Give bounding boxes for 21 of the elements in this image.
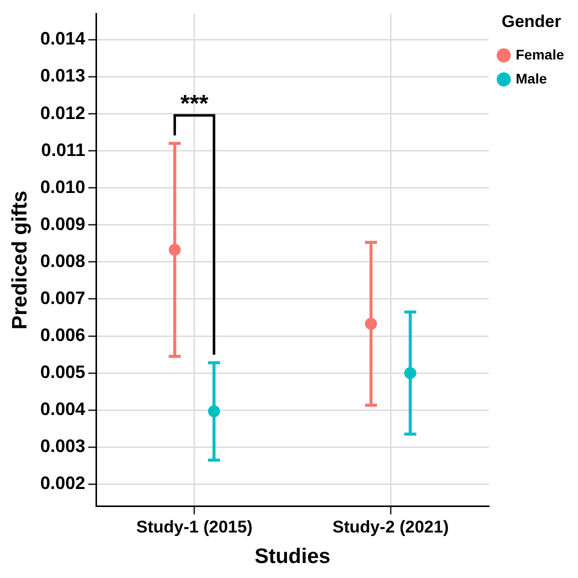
y-tick-label: 0.006 (40, 324, 86, 345)
y-tick-label: 0.009 (40, 214, 86, 234)
legend-label: Male (516, 70, 548, 86)
annotation: *** (180, 90, 210, 118)
y-tick-label: 0.007 (40, 288, 86, 308)
y-tick-label: 0.003 (40, 436, 86, 456)
x-tick-label: Study-2 (2021) (332, 517, 449, 536)
y-tick-label: 0.008 (40, 250, 86, 271)
y-tick-label: 0.002 (40, 473, 86, 494)
y-tick-label: 0.012 (40, 102, 86, 123)
x-axis-title: Studies (254, 545, 330, 568)
y-tick-label: 0.010 (40, 176, 86, 197)
y-tick-label: 0.014 (40, 28, 86, 49)
y-tick-label: 0.005 (40, 362, 86, 382)
y-axis-title: Prediced gifts (8, 190, 32, 330)
x-tick-label: Study-1 (2015) (136, 517, 252, 536)
y-tick-label: 0.004 (40, 399, 86, 420)
legend-label: Female (516, 46, 564, 62)
y-tick-label: 0.013 (40, 66, 86, 86)
legend-title: Gender (502, 12, 562, 32)
y-tick-label: 0.011 (41, 140, 86, 160)
